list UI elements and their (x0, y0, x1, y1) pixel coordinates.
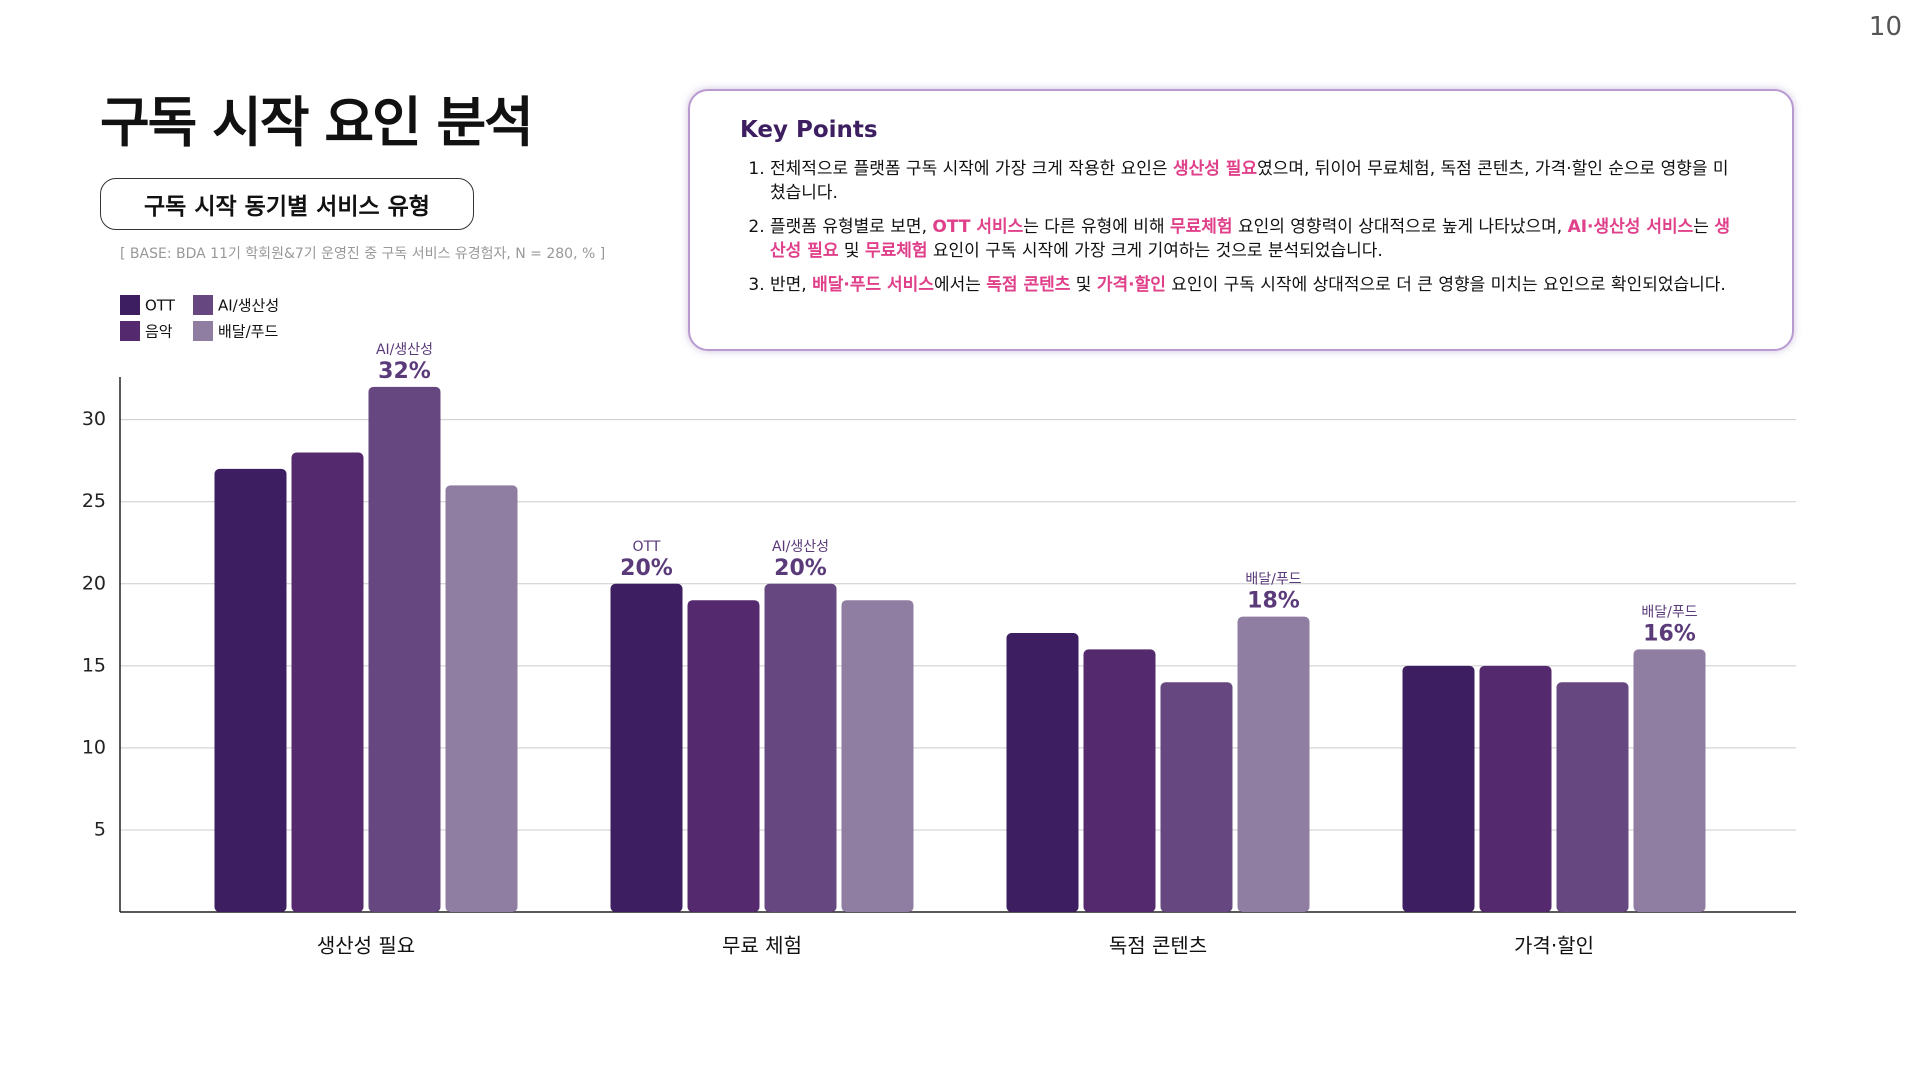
x-tick-label: 생산성 필요 (317, 934, 415, 958)
text: 및 (838, 241, 865, 261)
annotation-series: AI/생산성 (376, 342, 433, 358)
value-label: 18% (1247, 589, 1300, 614)
x-tick-label: 독점 콘텐츠 (1109, 934, 1207, 958)
bar (291, 452, 364, 912)
annotation-series: OTT (633, 539, 661, 555)
text: 였으며, 뒤이어 무료체험, 독점 콘텐츠, 가격·할인 순으로 영향을 미쳤습… (770, 159, 1729, 203)
highlight-text: AI·생산성 서비스 (1567, 217, 1694, 237)
bar (445, 485, 518, 912)
legend-label: OTT (145, 297, 176, 315)
highlight-text: 가격·할인 (1096, 275, 1166, 295)
legend-label: 음악 (145, 323, 173, 341)
bar (1556, 682, 1629, 912)
bar (368, 386, 441, 912)
legend-swatch (193, 321, 213, 341)
text: 에서는 (933, 275, 987, 295)
key-point: 반면, 배달·푸드 서비스에서는 독점 콘텐츠 및 가격·할인 요인이 구독 시… (770, 273, 1742, 297)
annotation-series: 배달/푸드 (1245, 572, 1301, 588)
key-points-list: 전체적으로 플랫폼 구독 시작에 가장 크게 작용한 요인은 생산성 필요였으며… (740, 157, 1742, 297)
annotation-series: AI/생산성 (772, 539, 829, 555)
bar (1083, 649, 1156, 912)
highlight-text: 무료체험 (1170, 217, 1233, 237)
highlight-text: 독점 콘텐츠 (986, 275, 1071, 295)
bar (1479, 665, 1552, 912)
y-tick-label: 10 (82, 736, 106, 758)
text: 및 (1070, 275, 1097, 295)
bar (764, 583, 837, 912)
bar (1006, 633, 1079, 912)
bar (610, 583, 683, 912)
text: 반면, (770, 275, 813, 295)
value-label: 32% (378, 359, 431, 384)
bar (687, 600, 760, 912)
highlight-text: 무료체험 (864, 241, 928, 261)
value-label: 20% (774, 556, 827, 581)
key-point: 플랫폼 유형별로 보면, OTT 서비스는 다른 유형에 비해 무료체험 요인의… (770, 215, 1742, 263)
slide-title: 구독 시작 요인 분석 (100, 91, 534, 154)
page-number: 10 (1868, 12, 1902, 42)
highlight-text: 생산성 필요 (770, 217, 1730, 261)
highlight-text: 생산성 필요 (1172, 159, 1258, 179)
y-tick-label: 30 (82, 408, 106, 430)
text: 는 (1693, 217, 1715, 237)
base-note: [ BASE: BDA 11기 학회원&7기 운영진 중 구독 서비스 유경험자… (120, 246, 606, 262)
legend-swatch (193, 295, 213, 315)
highlight-text: OTT 서비스 (932, 217, 1024, 237)
bar (1160, 682, 1233, 912)
legend-swatch (120, 321, 140, 341)
highlight-text: 배달·푸드 서비스 (812, 275, 934, 295)
text: 플랫폼 유형별로 보면, (770, 217, 933, 237)
text: 요인이 구독 시작에 가장 크게 기여하는 것으로 분석되었습니다. (927, 241, 1383, 261)
key-points-title: Key Points (740, 117, 878, 143)
key-points-box: Key Points 전체적으로 플랫폼 구독 시작에 가장 크게 작용한 요인… (688, 89, 1794, 351)
bar (214, 468, 287, 912)
x-tick-label: 가격·할인 (1514, 934, 1594, 958)
text: 요인이 구독 시작에 상대적으로 더 큰 영향을 미치는 요인으로 확인되었습니… (1165, 275, 1726, 295)
value-label: 16% (1643, 621, 1696, 646)
bar (841, 600, 914, 912)
text: 는 다른 유형에 비해 (1023, 217, 1170, 237)
annotation-series: 배달/푸드 (1641, 604, 1697, 620)
key-point: 전체적으로 플랫폼 구독 시작에 가장 크게 작용한 요인은 생산성 필요였으며… (770, 157, 1742, 205)
bar (1237, 616, 1310, 912)
y-tick-label: 20 (82, 572, 106, 594)
legend-swatch (120, 295, 140, 315)
text: 요인의 영향력이 상대적으로 높게 나타났으며, (1232, 217, 1568, 237)
bar (1402, 665, 1475, 912)
y-tick-label: 5 (94, 818, 106, 840)
legend-label: AI/생산성 (218, 297, 279, 315)
legend-label: 배달/푸드 (218, 323, 278, 341)
x-tick-label: 무료 체험 (722, 934, 802, 958)
chart-subtitle: 구독 시작 동기별 서비스 유형 (100, 178, 474, 230)
y-tick-label: 25 (82, 490, 106, 512)
bar (1633, 649, 1706, 912)
y-tick-label: 15 (82, 654, 106, 676)
text: 전체적으로 플랫폼 구독 시작에 가장 크게 작용한 요인은 (770, 159, 1173, 179)
value-label: 20% (620, 556, 673, 581)
